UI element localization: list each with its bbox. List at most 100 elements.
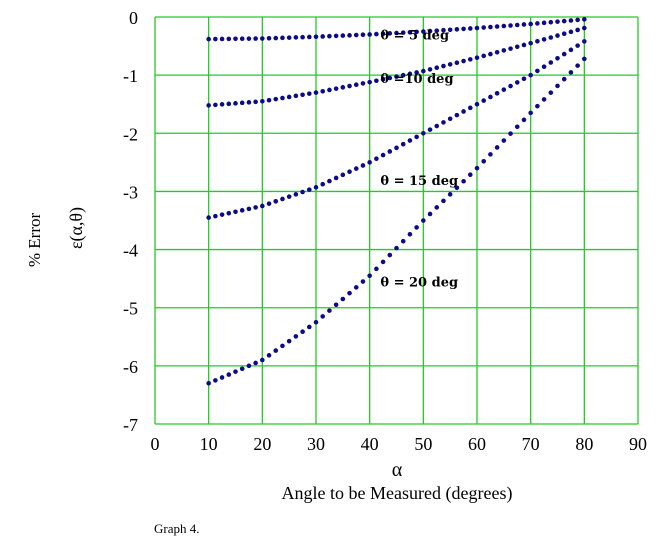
series-0-point-22 (353, 32, 359, 38)
series-2-point-37 (454, 112, 460, 118)
series-0-point-50 (541, 20, 547, 26)
series-2-point-4 (233, 209, 238, 215)
y-tick-label-5: -5 (123, 299, 138, 319)
series-3-point-44 (501, 138, 507, 143)
series-3-point-23 (360, 279, 366, 284)
series-2-point-45 (508, 83, 513, 89)
series-0-point-56 (582, 17, 587, 22)
series-3-point-8 (260, 357, 265, 363)
series-0-point-43 (494, 24, 500, 29)
series-2-point-30 (407, 138, 413, 143)
series-1-point-2 (219, 102, 225, 107)
series-1-point-34 (434, 65, 440, 71)
series-0-point-42 (488, 24, 493, 30)
series-0-point-36 (447, 27, 453, 33)
y-tick-label-3: -3 (123, 182, 138, 202)
series-0-point-31 (414, 29, 419, 35)
series-1-point-29 (400, 72, 406, 78)
y-axis-symbol: ε(α,θ) (66, 207, 87, 249)
series-1-point-14 (300, 92, 305, 98)
grid (154, 16, 639, 425)
series-0-point-44 (501, 23, 507, 29)
series-1-point-26 (380, 77, 386, 82)
series-2-point-55 (575, 43, 580, 48)
series-2-point-10 (273, 199, 279, 204)
series-2-point-51 (548, 60, 554, 65)
series-1-point-41 (481, 53, 487, 59)
series-2-point-32 (421, 130, 426, 136)
series-0-point-53 (561, 18, 567, 24)
series-1-point-40 (474, 55, 480, 60)
series-1-point-52 (555, 33, 560, 38)
series-1-point-9 (266, 97, 272, 103)
series-2-point-54 (568, 47, 574, 53)
series-1-point-22 (353, 82, 359, 88)
series-2-point-26 (380, 152, 386, 158)
series-0-point-19 (333, 33, 339, 39)
series-1-point-4 (233, 101, 238, 106)
series-0-point-13 (293, 35, 299, 40)
series-1-point-45 (508, 46, 513, 51)
series-3-point-47 (521, 117, 527, 123)
series-3-point-49 (535, 103, 540, 109)
series-1-point-30 (407, 71, 413, 77)
series-3-point-27 (387, 252, 393, 258)
series-0-point-40 (474, 25, 480, 31)
series-0-point-9 (266, 35, 272, 41)
y-tick-label-4: -4 (123, 241, 138, 261)
series-0-point-30 (407, 29, 413, 35)
series-1-point-6 (246, 100, 252, 105)
series-0-point-17 (320, 34, 326, 39)
x-axis-ticks: 0 10 20 30 40 50 60 70 80 90 (151, 434, 648, 454)
series-0-point-12 (286, 35, 292, 40)
series-1-point-55 (575, 27, 580, 33)
series-0-point-4 (233, 36, 238, 42)
series-3-point-5 (239, 366, 245, 372)
series-3-point-26 (380, 259, 386, 265)
series-2-point-41 (481, 98, 487, 103)
series-2-point-39 (467, 105, 473, 111)
series-0-point-15 (306, 34, 312, 40)
series-2-point-25 (374, 156, 379, 162)
series-1-point-49 (535, 38, 540, 44)
series-1-point-23 (360, 81, 366, 86)
series-0-point-26 (380, 31, 386, 37)
series-2-point-12 (286, 194, 292, 199)
series-3-point-16 (313, 319, 319, 325)
x-tick-label-5: 50 (414, 434, 432, 454)
data-points (206, 17, 587, 386)
series-0-point-54 (568, 18, 574, 23)
series-label-0: θ = 5 deg (380, 28, 449, 43)
series-1-point-54 (568, 29, 574, 35)
series-3-point-18 (327, 308, 332, 313)
series-3-point-35 (441, 198, 446, 204)
series-1-point-44 (501, 48, 507, 53)
series-2-point-14 (300, 189, 305, 195)
y-tick-label-1: -1 (123, 66, 138, 86)
series-1-point-20 (340, 85, 346, 90)
x-tick-label-9: 90 (629, 434, 647, 454)
series-1-point-8 (260, 99, 265, 104)
series-2-point-34 (434, 123, 440, 129)
series-0-point-38 (461, 26, 466, 32)
series-1-point-46 (514, 44, 520, 50)
series-2-point-43 (494, 91, 500, 96)
series-2-point-21 (347, 169, 352, 175)
series-2-point-18 (327, 178, 332, 184)
series-1-point-38 (461, 58, 466, 64)
series-2-point-56 (582, 39, 587, 44)
series-2-point-49 (535, 68, 540, 74)
series-0-point-0 (206, 36, 211, 42)
series-0-point-27 (387, 31, 393, 36)
series-0-point-46 (514, 22, 520, 28)
series-3-point-41 (481, 158, 487, 164)
series-2-point-50 (541, 64, 547, 70)
series-0-point-6 (246, 36, 252, 41)
x-tick-label-6: 60 (468, 434, 486, 454)
y-tick-label-2: -2 (123, 124, 138, 144)
series-3-point-48 (528, 110, 533, 116)
series-1-point-10 (273, 96, 279, 102)
series-1-point-13 (293, 93, 299, 99)
series-3-point-55 (575, 63, 580, 68)
y-tick-label-0: 0 (129, 8, 138, 28)
